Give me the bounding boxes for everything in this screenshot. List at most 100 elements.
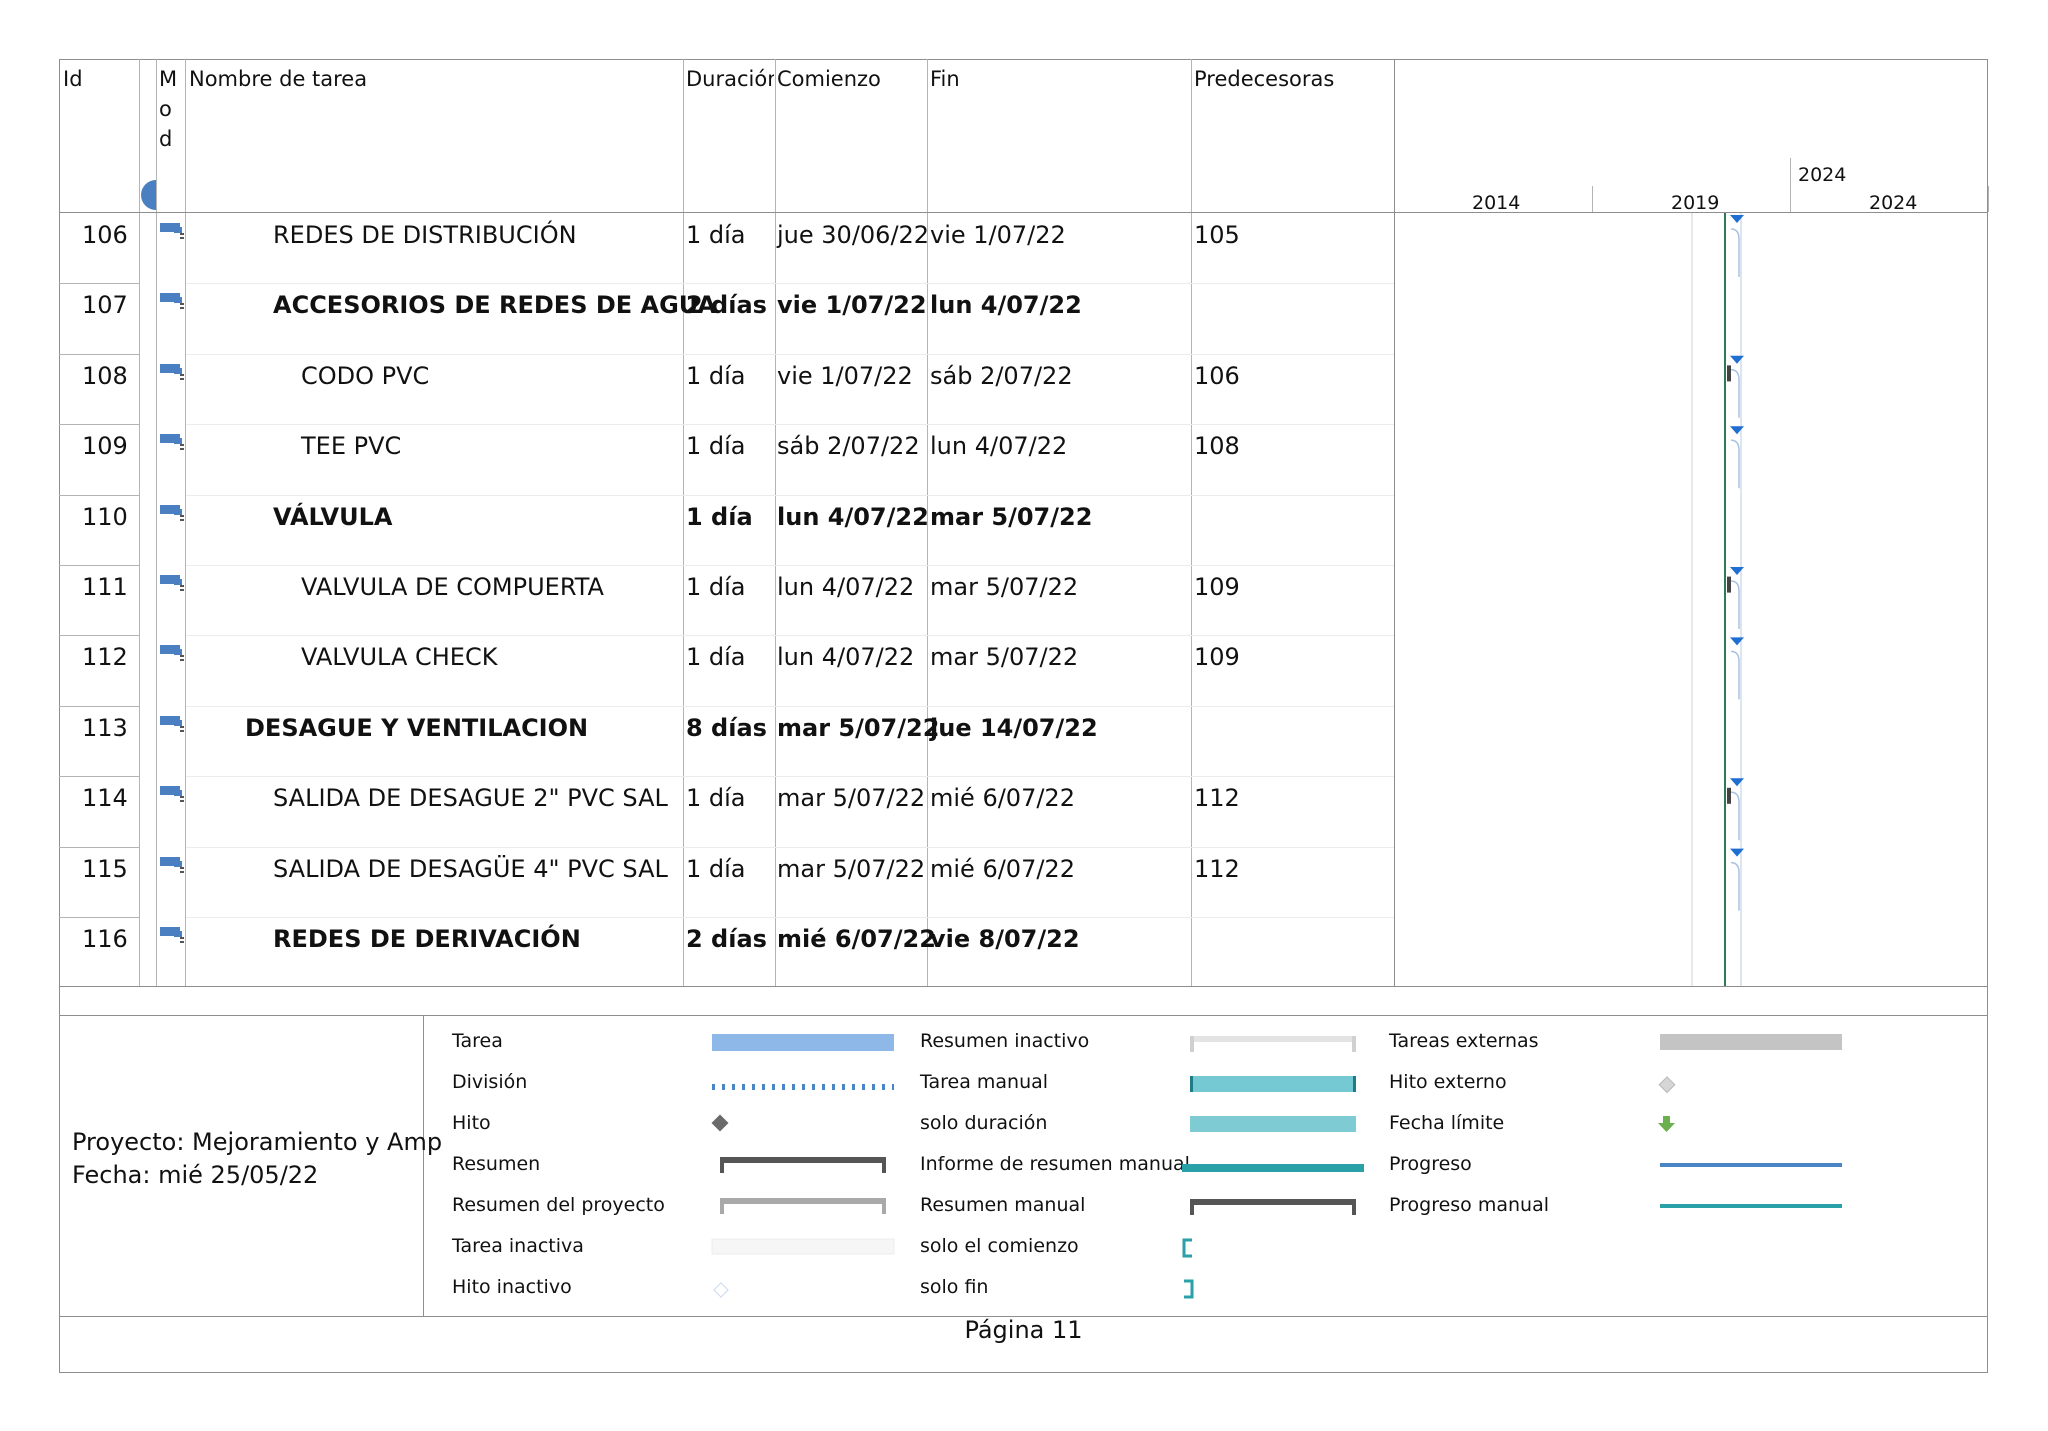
task-finish[interactable]: mié 6/07/22 (930, 784, 1075, 813)
legend-symbols (711, 1034, 1842, 1299)
task-id[interactable]: 112 (82, 643, 128, 672)
task-duration[interactable]: 2 días (686, 291, 767, 320)
task-id[interactable]: 116 (82, 925, 128, 953)
task-id[interactable]: 106 (82, 221, 128, 249)
task-start[interactable]: vie 1/07/22 (777, 361, 913, 390)
task-name[interactable]: SALIDA DE DESAGÜE 4" PVC SAL (273, 854, 668, 883)
task-start[interactable]: lun 4/07/22 (777, 502, 929, 531)
task-finish[interactable]: mar 5/07/22 (930, 643, 1079, 672)
task-finish[interactable]: vie 1/07/22 (930, 221, 1066, 249)
legend-external-task (1660, 1034, 1842, 1050)
gantt-divider (1394, 59, 1395, 986)
gantt-milestone-mark (1730, 637, 1744, 646)
legend-label: Progreso manual (1389, 1194, 1550, 1216)
legend-manual-summary-rollup (1182, 1164, 1364, 1172)
legend-inactive-milestone (713, 1282, 729, 1298)
legend-project-summary-bar (720, 1198, 886, 1214)
task-start[interactable]: lun 4/07/22 (777, 643, 915, 672)
task-id[interactable]: 110 (82, 502, 128, 531)
gantt-milestone-mark (1730, 848, 1744, 857)
task-name[interactable]: SALIDA DE DESAGUE 2" PVC SAL (273, 784, 668, 813)
task-start[interactable]: mar 5/07/22 (777, 713, 940, 742)
row-line (186, 776, 1394, 777)
col-header-finish[interactable]: Fin (930, 67, 960, 91)
task-name[interactable]: VÁLVULA (273, 502, 393, 531)
timeline-year-2024: 2024 (1869, 192, 1918, 214)
task-name[interactable]: REDES DE DERIVACIÓN (273, 925, 581, 953)
task-duration[interactable]: 1 día (686, 361, 746, 390)
legend-milestone (711, 1114, 729, 1132)
row-line (59, 424, 139, 425)
task-id[interactable]: 111 (82, 573, 128, 601)
task-duration[interactable]: 1 día (686, 854, 746, 883)
task-duration[interactable]: 1 día (686, 221, 746, 249)
legend-divider (423, 1015, 424, 1316)
task-predecessors[interactable]: 105 (1194, 221, 1240, 249)
task-predecessors[interactable]: 106 (1194, 361, 1240, 390)
col-header-id[interactable]: Id (63, 67, 83, 91)
legend-external-milestone (1658, 1076, 1676, 1094)
task-duration[interactable]: 1 día (686, 573, 746, 601)
task-start[interactable]: mar 5/07/22 (777, 784, 926, 813)
task-start[interactable]: mié 6/07/22 (777, 925, 936, 953)
gantt-milestone-mark (1730, 567, 1744, 575)
task-finish[interactable]: mié 6/07/22 (930, 854, 1075, 883)
task-start[interactable]: sáb 2/07/22 (777, 432, 920, 461)
task-finish[interactable]: mar 5/07/22 (930, 502, 1093, 531)
task-id[interactable]: 115 (82, 854, 128, 883)
task-id[interactable]: 113 (82, 713, 128, 742)
task-name[interactable]: REDES DE DISTRIBUCIÓN (273, 221, 577, 249)
legend-deadline (1658, 1116, 1675, 1132)
row-line (186, 424, 1394, 425)
row-line (186, 354, 1394, 355)
task-duration[interactable]: 1 día (686, 784, 746, 813)
task-start[interactable]: vie 1/07/22 (777, 291, 927, 320)
col-header-name[interactable]: Nombre de tarea (189, 67, 368, 91)
task-predecessors[interactable]: 109 (1194, 643, 1240, 672)
task-duration[interactable]: 1 día (686, 502, 753, 531)
gantt-milestone-mark (1730, 426, 1744, 435)
column-divider (139, 59, 140, 986)
task-name[interactable]: CODO PVC (301, 361, 430, 390)
col-header-duration[interactable]: Duración (686, 67, 774, 91)
gantt-milestone-mark (1730, 778, 1744, 787)
task-name[interactable]: VALVULA CHECK (301, 643, 498, 672)
row-line (59, 354, 139, 355)
task-name[interactable]: TEE PVC (301, 432, 402, 461)
task-predecessors[interactable]: 109 (1194, 573, 1240, 601)
legend-label: Fecha límite (1389, 1112, 1505, 1134)
col-header-predecessors[interactable]: Predecesoras (1194, 67, 1335, 91)
task-predecessors[interactable]: 112 (1194, 854, 1240, 883)
task-finish[interactable]: jue 14/07/22 (930, 713, 1098, 742)
task-name[interactable]: DESAGUE Y VENTILACION (245, 713, 589, 742)
task-start[interactable]: jue 30/06/22 (777, 221, 930, 249)
auto-schedule-task-icon (160, 221, 184, 239)
legend-progress (1660, 1163, 1842, 1167)
task-name[interactable]: VALVULA DE COMPUERTA (301, 573, 604, 601)
task-duration[interactable]: 1 día (686, 643, 746, 672)
row-line (59, 917, 139, 918)
task-name[interactable]: ACCESORIOS DE REDES DE AGUA (273, 291, 717, 320)
task-duration[interactable]: 1 día (686, 432, 746, 461)
col-header-mode[interactable]: Modo de tarea (159, 67, 178, 151)
task-id[interactable]: 109 (82, 432, 128, 461)
task-finish[interactable]: vie 8/07/22 (930, 925, 1080, 953)
col-header-start[interactable]: Comienzo (777, 67, 881, 91)
legend-finish-only (1184, 1279, 1194, 1299)
task-id[interactable]: 108 (82, 361, 128, 390)
task-id[interactable]: 107 (82, 291, 128, 320)
task-start[interactable]: mar 5/07/22 (777, 854, 926, 883)
task-duration[interactable]: 8 días (686, 713, 767, 742)
task-predecessors[interactable]: 112 (1194, 784, 1240, 813)
task-finish[interactable]: lun 4/07/22 (930, 291, 1082, 320)
timeline-year-2014: 2014 (1472, 192, 1521, 214)
task-finish[interactable]: mar 5/07/22 (930, 573, 1079, 601)
task-id[interactable]: 114 (82, 784, 128, 813)
task-finish[interactable]: lun 4/07/22 (930, 432, 1068, 461)
task-duration[interactable]: 2 días (686, 925, 767, 953)
task-start[interactable]: lun 4/07/22 (777, 573, 915, 601)
task-predecessors[interactable]: 108 (1194, 432, 1240, 461)
legend-summary-bar (720, 1157, 886, 1173)
timeline-divider (1988, 186, 1989, 212)
task-finish[interactable]: sáb 2/07/22 (930, 361, 1073, 390)
